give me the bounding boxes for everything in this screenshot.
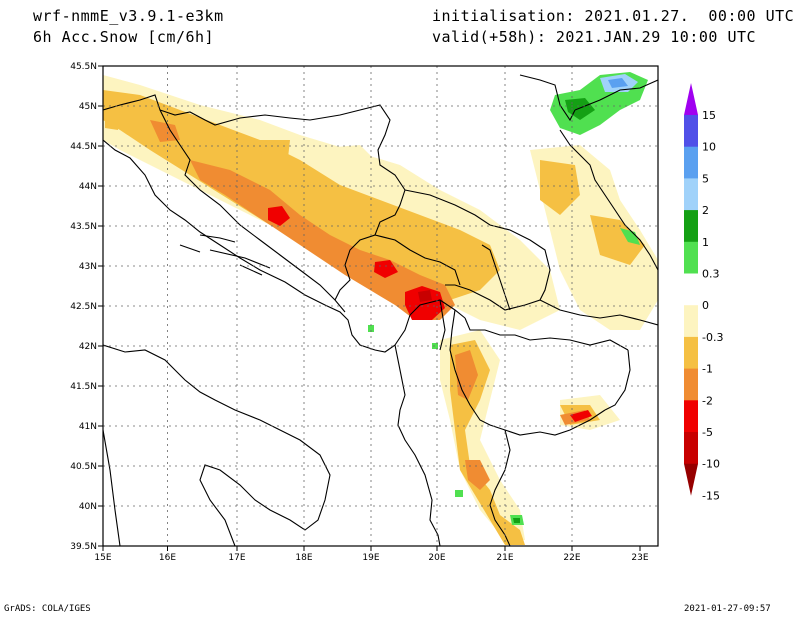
- lat-label: 45N: [79, 102, 97, 112]
- colorbar-cap-top: [684, 83, 698, 115]
- footer-timestamp: 2021-01-27-09:57: [684, 604, 771, 614]
- lat-label: 40N: [79, 502, 97, 512]
- colorbar-label: -0.3: [702, 331, 723, 344]
- colorbar-segment: [684, 336, 698, 370]
- lon-label: 23E: [631, 553, 648, 563]
- lon-label: 21E: [496, 553, 513, 563]
- init-time: initialisation: 2021.01.27. 00:00 UTC: [432, 7, 795, 25]
- colorbar-label: -5: [702, 426, 713, 439]
- lat-label: 43.5N: [70, 222, 97, 232]
- colorbar-segment: [684, 432, 698, 465]
- colorbar-label: 5: [702, 172, 709, 185]
- colorbar-cap-bottom: [684, 463, 698, 496]
- lon-label: 18E: [295, 553, 312, 563]
- colorbar-label: -2: [702, 394, 713, 407]
- lat-label: 41.5N: [70, 382, 97, 392]
- colorbar-label: -15: [702, 489, 720, 502]
- boundaries: [103, 74, 658, 546]
- model-title: wrf-nmmE_v3.9.1-e3km: [33, 7, 224, 25]
- footer-credit: GrADS: COLA/IGES: [4, 604, 91, 614]
- colorbar-segment: [684, 241, 698, 274]
- lat-label: 45.5N: [70, 62, 97, 72]
- colorbar-label: 10: [702, 141, 716, 154]
- lat-label: 44.5N: [70, 142, 97, 152]
- lon-label: 16E: [159, 553, 176, 563]
- colorbar-label: 0.3: [702, 268, 720, 281]
- valid-time: valid(+58h): 2021.JAN.29 10:00 UTC: [432, 28, 757, 46]
- colorbar-segment: [684, 273, 698, 306]
- lat-label: 42.5N: [70, 302, 97, 312]
- colorbar-segment: [684, 400, 698, 433]
- lat-label: 43N: [79, 262, 97, 272]
- lat-label: 40.5N: [70, 462, 97, 472]
- colorbar-label: 15: [702, 109, 716, 122]
- field-title: 6h Acc.Snow [cm/6h]: [33, 28, 215, 46]
- colorbar-segment: [684, 368, 698, 401]
- colorbar-label: -10: [702, 458, 720, 471]
- lat-label: 41N: [79, 422, 97, 432]
- colorbar: 15 10 5 2 1 0.3 0 -0.3 -1 -2 -5 -10 -15: [684, 83, 723, 502]
- lat-label: 39.5N: [70, 542, 97, 552]
- lon-label: 17E: [228, 553, 245, 563]
- colorbar-segment: [684, 146, 698, 179]
- colorbar-segment: [684, 305, 698, 338]
- colorbar-label: 2: [702, 204, 709, 217]
- snow-field: [103, 72, 658, 545]
- colorbar-label: -1: [702, 363, 713, 376]
- lon-label: 15E: [94, 553, 111, 563]
- colorbar-label: 0: [702, 299, 709, 312]
- lat-label: 44N: [79, 182, 97, 192]
- lon-label: 22E: [563, 553, 580, 563]
- lon-label: 20E: [428, 553, 445, 563]
- colorbar-segment: [684, 210, 698, 243]
- lon-label: 19E: [362, 553, 379, 563]
- colorbar-segment: [684, 115, 698, 148]
- colorbar-label: 1: [702, 236, 709, 249]
- colorbar-segment: [684, 178, 698, 211]
- graticule: [103, 66, 658, 546]
- lat-label: 42N: [79, 342, 97, 352]
